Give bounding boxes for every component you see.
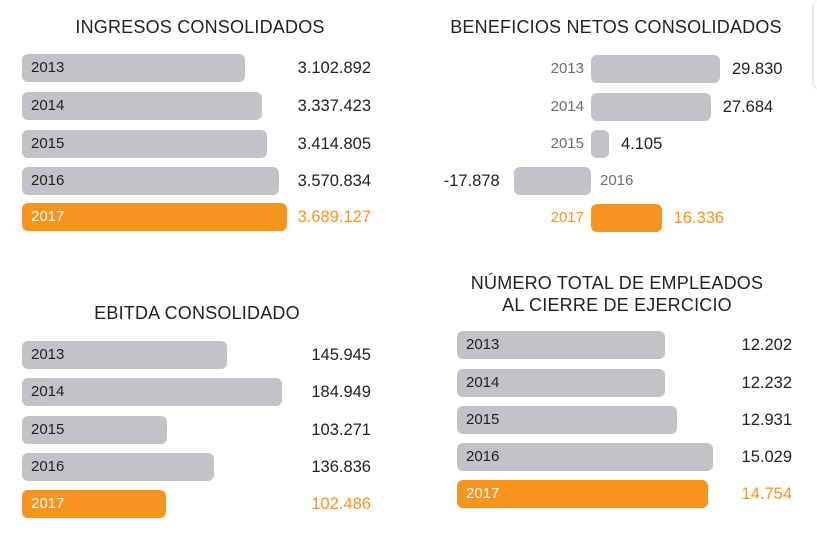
bar-value-label: 27.684 [722, 98, 774, 116]
chart-subtitle-empleados: AL CIERRE DE EJERCICIO [502, 295, 732, 315]
bar-year-label: 2015 [31, 135, 65, 152]
bar-value-label: 145.945 [311, 346, 371, 364]
bar-year-label: 2014 [466, 374, 500, 391]
bar-year-label: 2014 [550, 98, 584, 115]
bar-2015 [591, 130, 609, 158]
bar-year-label: 2013 [31, 59, 65, 76]
bar-2016 [22, 167, 279, 195]
bar-year-label: 2015 [31, 421, 65, 438]
bar-2016 [457, 443, 713, 471]
bar-value-label: -17.878 [443, 172, 500, 190]
chart-title-empleados: NÚMERO TOTAL DE EMPLEADOS [470, 273, 764, 293]
bar-2014 [457, 369, 666, 397]
bar-value-label: 3.570.834 [297, 172, 371, 190]
bar-2016 [513, 167, 591, 195]
bar-value-label: 184.949 [311, 383, 371, 401]
bar-value-label: 14.754 [741, 485, 792, 503]
bar-value-label: 103.271 [311, 421, 371, 439]
chart-title-ingresos: INGRESOS CONSOLIDADOS [75, 17, 325, 37]
chart-title-ebitda: EBITDA CONSOLIDADO [94, 303, 300, 323]
chart-title-beneficios: BENEFICIOS NETOS CONSOLIDADOS [450, 17, 782, 37]
bar-value-label: 3.689.127 [297, 208, 371, 226]
bar-2017 [22, 203, 287, 231]
bar-year-label: 2016 [31, 458, 65, 475]
bar-value-label: 3.102.892 [297, 59, 371, 77]
bar-2015 [22, 416, 168, 444]
bar-year-label: 2015 [466, 411, 500, 428]
bar-2013 [22, 54, 245, 82]
bar-value-label: 29.830 [732, 60, 783, 78]
bar-year-label: 2014 [31, 383, 65, 400]
bar-2014 [22, 378, 282, 406]
bar-year-label: 2017 [466, 485, 500, 502]
bar-year-label: 2017 [550, 209, 584, 226]
bar-2017 [22, 490, 167, 518]
bar-value-label: 3.414.805 [297, 135, 371, 153]
page-edge-decoration [812, 0, 817, 90]
bar-year-label: 2016 [466, 448, 500, 465]
bar-value-label: 12.232 [741, 374, 792, 392]
bar-2015 [22, 130, 268, 158]
bar-year-label: 2015 [550, 135, 584, 152]
bar-value-label: 136.836 [311, 458, 371, 476]
bar-2015 [457, 406, 678, 434]
bar-year-label: 2013 [31, 346, 65, 363]
bar-value-label: 102.486 [311, 495, 371, 513]
bar-year-label: 2017 [31, 495, 65, 512]
bar-value-label: 4.105 [621, 135, 663, 153]
bar-year-label: 2016 [600, 172, 634, 189]
bar-2016 [22, 453, 215, 481]
bar-value-label: 12.202 [741, 336, 792, 354]
bar-2017 [457, 480, 709, 508]
bar-value-label: 3.337.423 [297, 97, 371, 115]
bar-value-label: 16.336 [673, 209, 725, 227]
bar-value-label: 15.029 [741, 448, 792, 466]
bar-year-label: 2017 [31, 208, 65, 225]
bar-2017 [591, 204, 662, 232]
bar-value-label: 12.931 [741, 411, 792, 429]
bar-year-label: 2013 [550, 60, 584, 77]
bar-2013 [457, 331, 665, 359]
bar-2014 [22, 92, 262, 120]
bar-year-label: 2014 [31, 97, 65, 114]
bar-year-label: 2016 [31, 172, 65, 189]
bar-year-label: 2013 [466, 336, 500, 353]
bar-2014 [591, 93, 711, 121]
bar-2013 [591, 55, 720, 83]
bar-2013 [22, 341, 228, 369]
